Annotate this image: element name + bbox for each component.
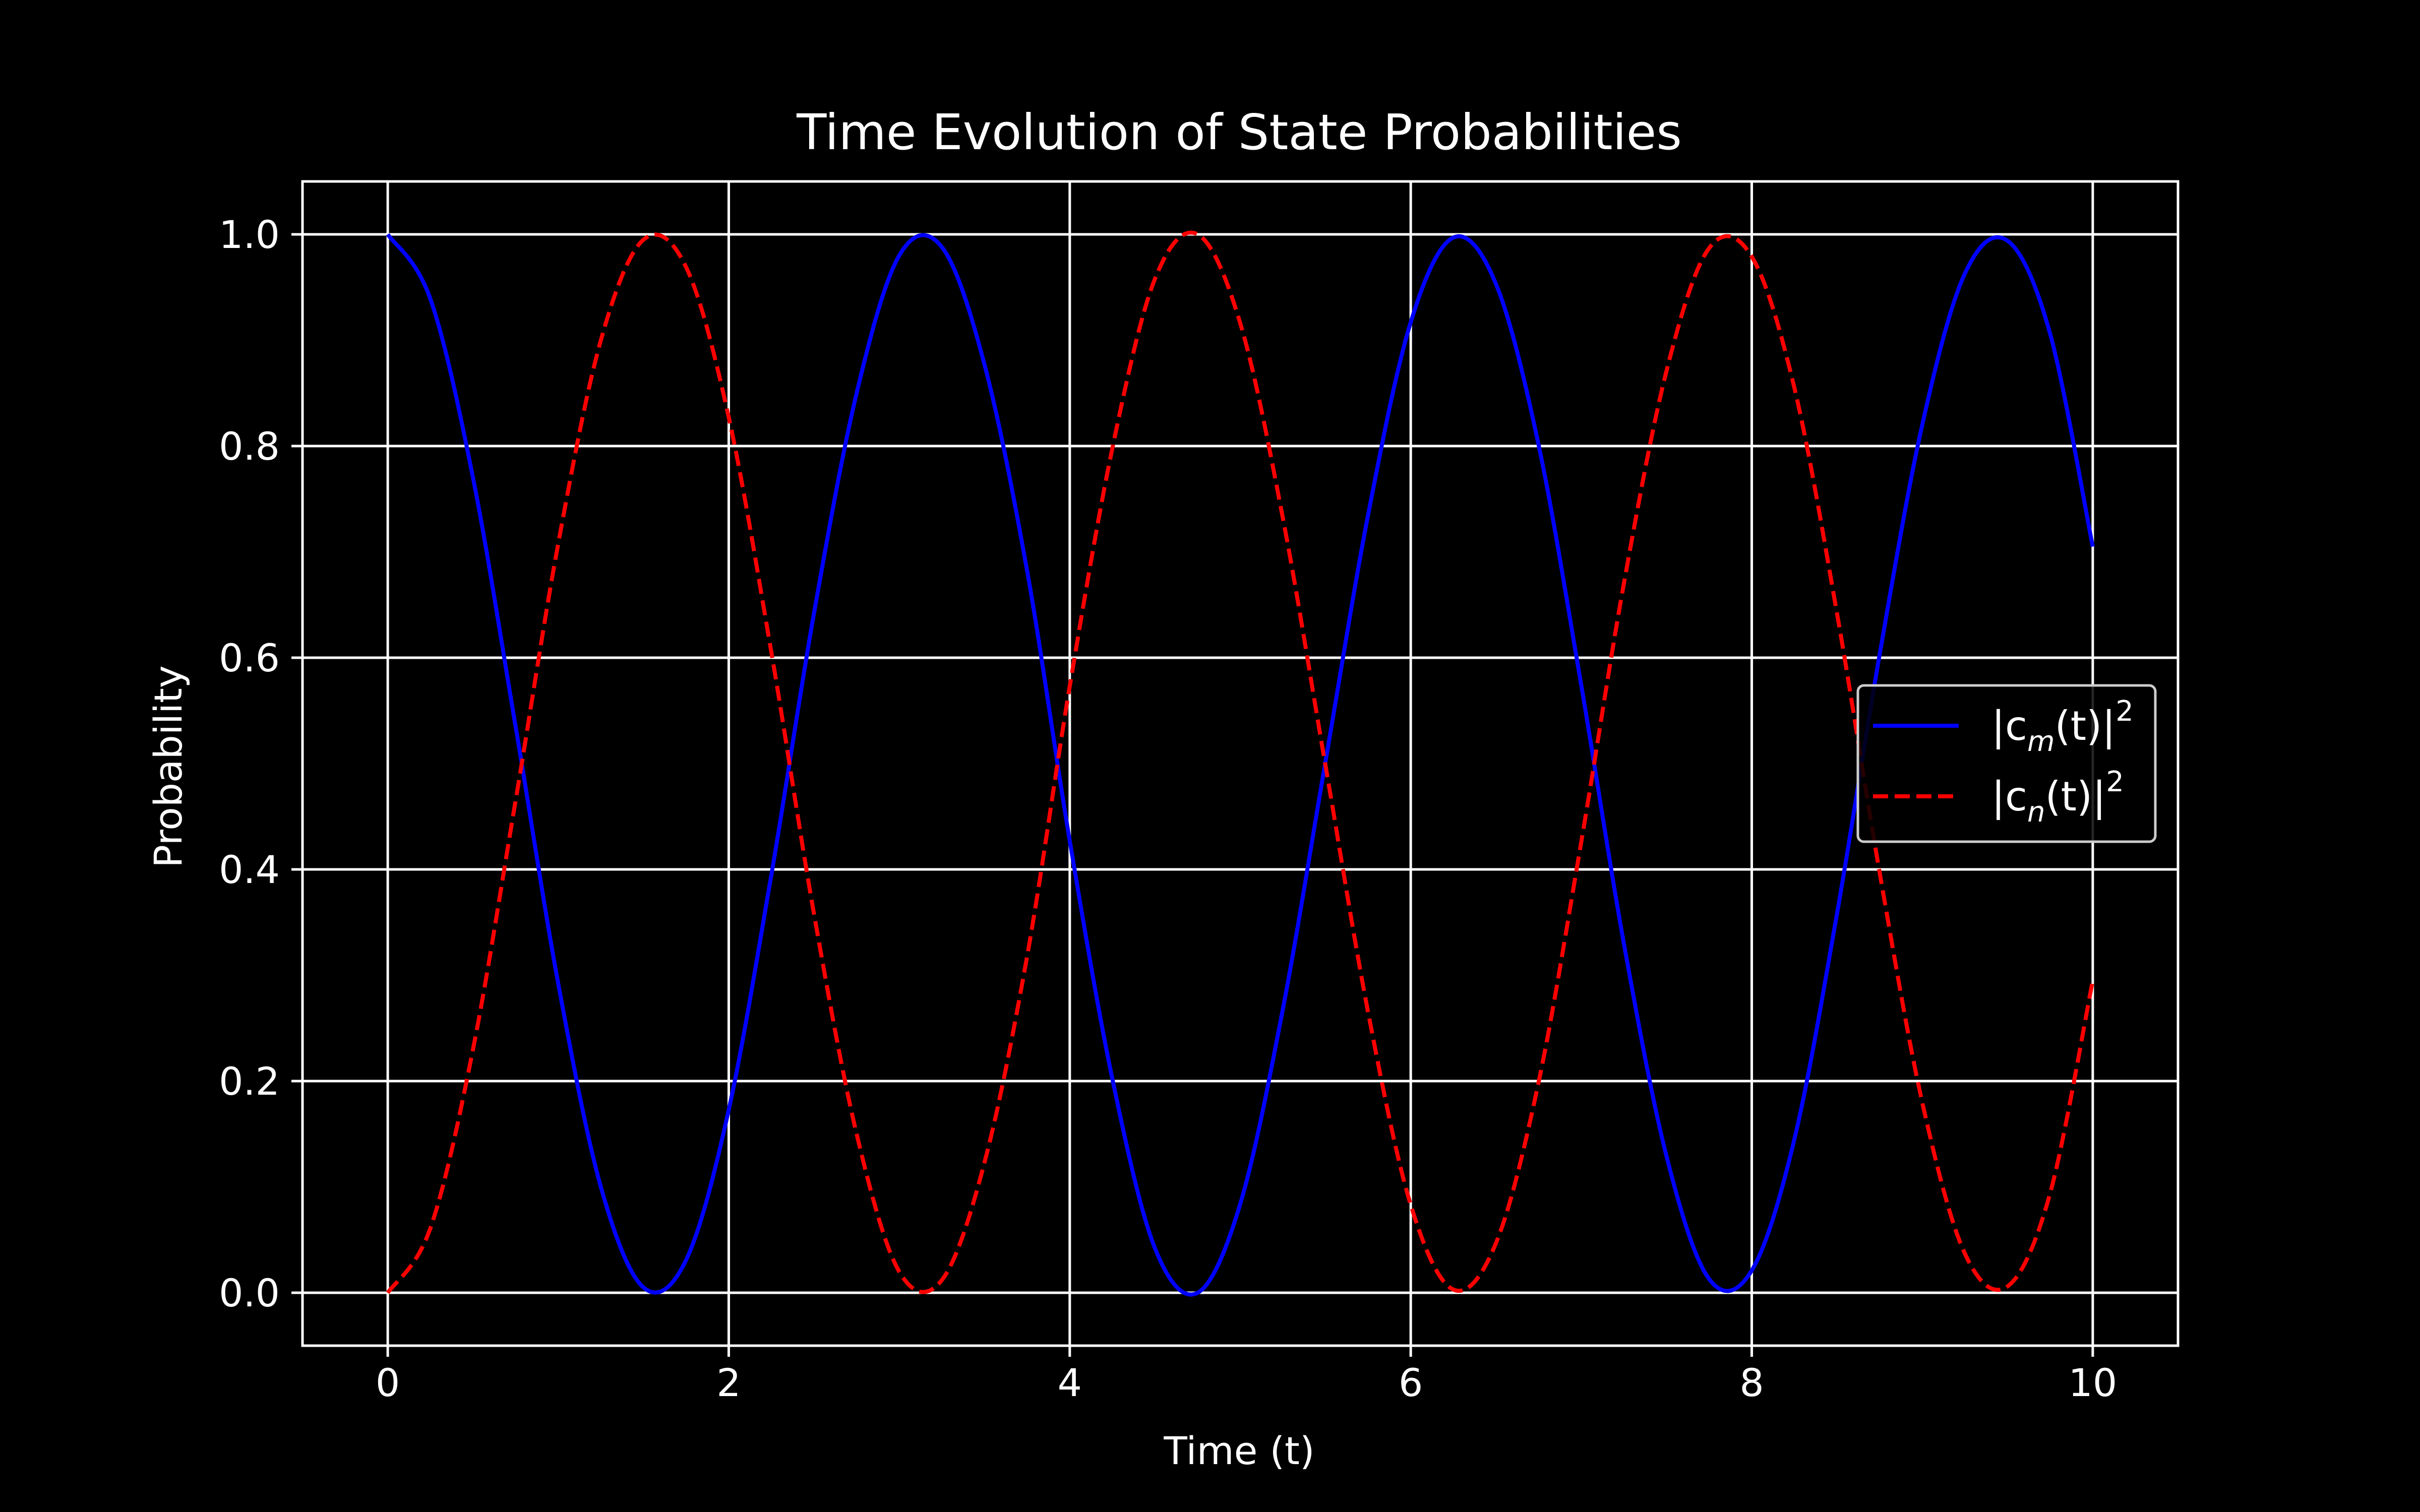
y-tick-label: 0.4	[219, 847, 280, 892]
legend-text-subscript: m	[2027, 725, 2055, 758]
x-axis-label: Time (t)	[1163, 1428, 1314, 1473]
legend-label-1: |cn(t)|2	[1991, 766, 2124, 829]
legend-text-subscript: n	[2027, 796, 2045, 829]
chart-title: Time Evolution of State Probabilities	[796, 104, 1682, 161]
legend-text-superscript: 2	[2106, 766, 2124, 798]
x-tick-label: 10	[2069, 1360, 2118, 1405]
y-tick-label: 0.8	[219, 424, 280, 469]
legend-text-mid: (t)|	[2055, 703, 2116, 750]
x-tick-label: 6	[1399, 1360, 1423, 1405]
y-tick-label: 0.0	[219, 1271, 280, 1315]
y-tick-label: 0.6	[219, 636, 280, 680]
x-tick-label: 4	[1058, 1360, 1082, 1405]
plot-frame	[301, 180, 2180, 1347]
legend-label-0: |cm(t)|2	[1991, 695, 2134, 758]
y-axis-label: Probability	[146, 665, 191, 868]
grid-lines	[302, 181, 2178, 1346]
legend-text-mid: (t)|	[2045, 773, 2106, 821]
x-tick-label: 0	[376, 1360, 400, 1405]
legend-text-base: |c	[1991, 703, 2027, 750]
x-tick-label: 8	[1739, 1360, 1764, 1405]
legend-text-base: |c	[1991, 773, 2027, 821]
x-tick-label: 2	[716, 1360, 741, 1405]
legend: |cm(t)|2|cn(t)|2	[1856, 684, 2157, 843]
series-line-0	[386, 233, 2095, 1297]
legend-text-superscript: 2	[2115, 695, 2134, 728]
plot-lines	[386, 230, 2095, 1297]
axis-ticks: 0 2 4 6 8 10 0.0 0.2 0.4 0.6 0.8 1.0	[219, 212, 2117, 1405]
y-tick-label: 1.0	[219, 212, 280, 257]
series-line-1	[386, 230, 2095, 1294]
y-tick-label: 0.2	[219, 1059, 280, 1104]
